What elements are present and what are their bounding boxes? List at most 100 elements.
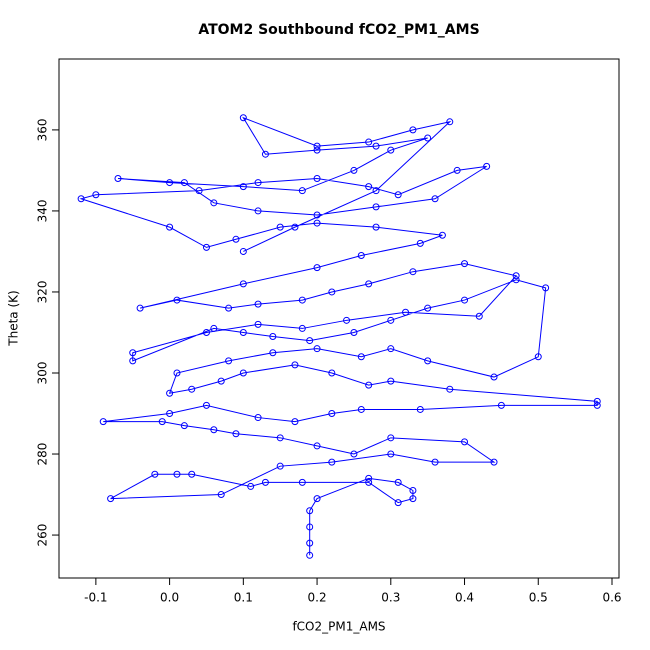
data-point (365, 280, 373, 288)
data-point (254, 300, 262, 308)
data-point (387, 434, 395, 442)
data-point (416, 405, 424, 413)
data-point (254, 320, 262, 328)
data-point (180, 179, 188, 187)
data-point (461, 260, 469, 268)
x-tick-label: 0.3 (381, 591, 400, 605)
data-point (409, 495, 417, 503)
data-point (276, 462, 284, 470)
data-point (166, 223, 174, 231)
data-point (365, 474, 373, 482)
data-point (195, 187, 203, 195)
data-point (497, 401, 505, 409)
data-point (387, 377, 395, 385)
data-point (298, 478, 306, 486)
x-tick-label: 0.1 (234, 591, 253, 605)
data-point (254, 207, 262, 215)
data-point (328, 410, 336, 418)
data-point (129, 357, 137, 365)
data-point (387, 146, 395, 154)
data-point (306, 523, 314, 531)
data-point (424, 304, 432, 312)
data-point (298, 296, 306, 304)
x-tick-label: 0.5 (529, 591, 548, 605)
data-point (328, 369, 336, 377)
data-point (247, 482, 255, 490)
data-point (129, 349, 137, 357)
data-point (328, 458, 336, 466)
data-point (217, 377, 225, 385)
data-point (438, 231, 446, 239)
data-point (158, 418, 166, 426)
chart-title: ATOM2 Southbound fCO2_PM1_AMS (198, 22, 479, 38)
data-point (188, 385, 196, 393)
data-point (446, 385, 454, 393)
data-point (306, 507, 314, 515)
data-point (365, 478, 373, 486)
data-point (166, 179, 174, 187)
x-tick-label: 0.2 (308, 591, 327, 605)
data-point (166, 389, 174, 397)
data-point (210, 324, 218, 332)
data-point (372, 187, 380, 195)
data-point (424, 134, 432, 142)
data-point (461, 296, 469, 304)
data-point (387, 450, 395, 458)
data-point (239, 114, 247, 122)
data-point (151, 470, 159, 478)
data-point (313, 219, 321, 227)
data-point (512, 276, 520, 284)
data-point (409, 268, 417, 276)
data-point (409, 486, 417, 494)
data-point (202, 328, 210, 336)
data-point (313, 142, 321, 150)
data-point (350, 328, 358, 336)
data-point (239, 328, 247, 336)
data-point (350, 450, 358, 458)
data-point (276, 434, 284, 442)
data-point (188, 470, 196, 478)
data-point (180, 422, 188, 430)
y-axis-label: Theta (K) (7, 290, 21, 346)
y-tick-label: 280 (36, 443, 50, 466)
data-point (239, 369, 247, 377)
x-tick-label: 0.0 (160, 591, 179, 605)
y-tick-label: 260 (36, 524, 50, 547)
data-point (239, 247, 247, 255)
data-point (232, 430, 240, 438)
y-tick-label: 360 (36, 118, 50, 141)
data-point (298, 187, 306, 195)
data-point (593, 401, 601, 409)
data-point (394, 499, 402, 507)
data-point (107, 495, 115, 503)
data-point (431, 195, 439, 203)
data-point (343, 316, 351, 324)
data-point (490, 373, 498, 381)
data-point (306, 551, 314, 559)
y-tick-label: 320 (36, 281, 50, 304)
data-point (328, 288, 336, 296)
data-line (79, 116, 598, 556)
data-point (350, 166, 358, 174)
data-point (313, 175, 321, 183)
data-point (298, 324, 306, 332)
data-point (365, 183, 373, 191)
data-point (77, 195, 85, 203)
y-tick-label: 300 (36, 362, 50, 385)
data-point (431, 458, 439, 466)
data-point (416, 239, 424, 247)
data-point (372, 223, 380, 231)
data-point (357, 405, 365, 413)
data-point (225, 357, 233, 365)
data-point (173, 470, 181, 478)
data-point (372, 142, 380, 150)
data-point (261, 478, 269, 486)
data-point (387, 345, 395, 353)
data-point (269, 349, 277, 357)
x-tick-label: 0.4 (455, 591, 474, 605)
data-point (254, 414, 262, 422)
data-point (483, 162, 491, 170)
data-point (269, 333, 277, 341)
